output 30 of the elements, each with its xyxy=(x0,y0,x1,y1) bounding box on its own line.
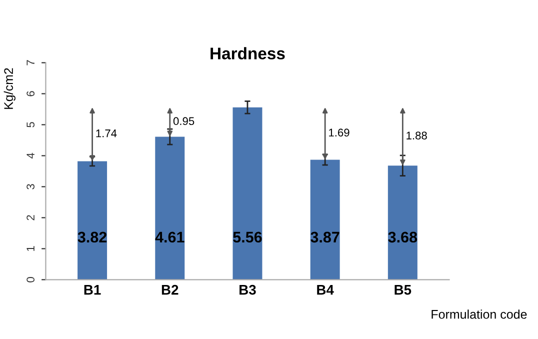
y-tick-label: 6 xyxy=(26,91,35,96)
x-tick-label: B4 xyxy=(317,285,334,295)
data-label: 3.68 xyxy=(388,232,418,243)
data-label: 5.56 xyxy=(233,232,262,243)
x-tick-label: B3 xyxy=(240,284,256,295)
bar xyxy=(155,136,185,280)
y-tick-label: 4 xyxy=(26,152,34,159)
y-tick-label: 3 xyxy=(26,184,35,190)
bar xyxy=(310,160,340,280)
y-tick-label: 5 xyxy=(26,122,35,128)
x-tick-label: B1 xyxy=(84,285,101,295)
bar xyxy=(78,161,108,280)
y-tick-label: 7 xyxy=(26,60,34,66)
y-axis-title: Kg/cm2 xyxy=(4,68,16,109)
x-axis-title: Formulation code xyxy=(432,310,527,319)
data-label: 3.87 xyxy=(310,232,340,243)
x-tick-label: B5 xyxy=(394,285,412,295)
y-tick-label: 0 xyxy=(26,277,35,282)
annotation: 0.95 xyxy=(173,117,194,126)
data-label: 4.61 xyxy=(155,232,184,243)
data-label: 3.82 xyxy=(78,232,107,243)
annotation: 1.69 xyxy=(329,128,350,137)
annotation: 1.88 xyxy=(406,132,427,140)
y-tick-label: 2 xyxy=(26,215,34,220)
x-tick-label: B2 xyxy=(162,284,178,295)
bar xyxy=(388,166,418,280)
bar xyxy=(232,107,262,280)
annotation: 1.74 xyxy=(96,130,117,138)
chart-title: Hardness xyxy=(210,47,285,60)
y-tick-label: 1 xyxy=(26,246,34,251)
